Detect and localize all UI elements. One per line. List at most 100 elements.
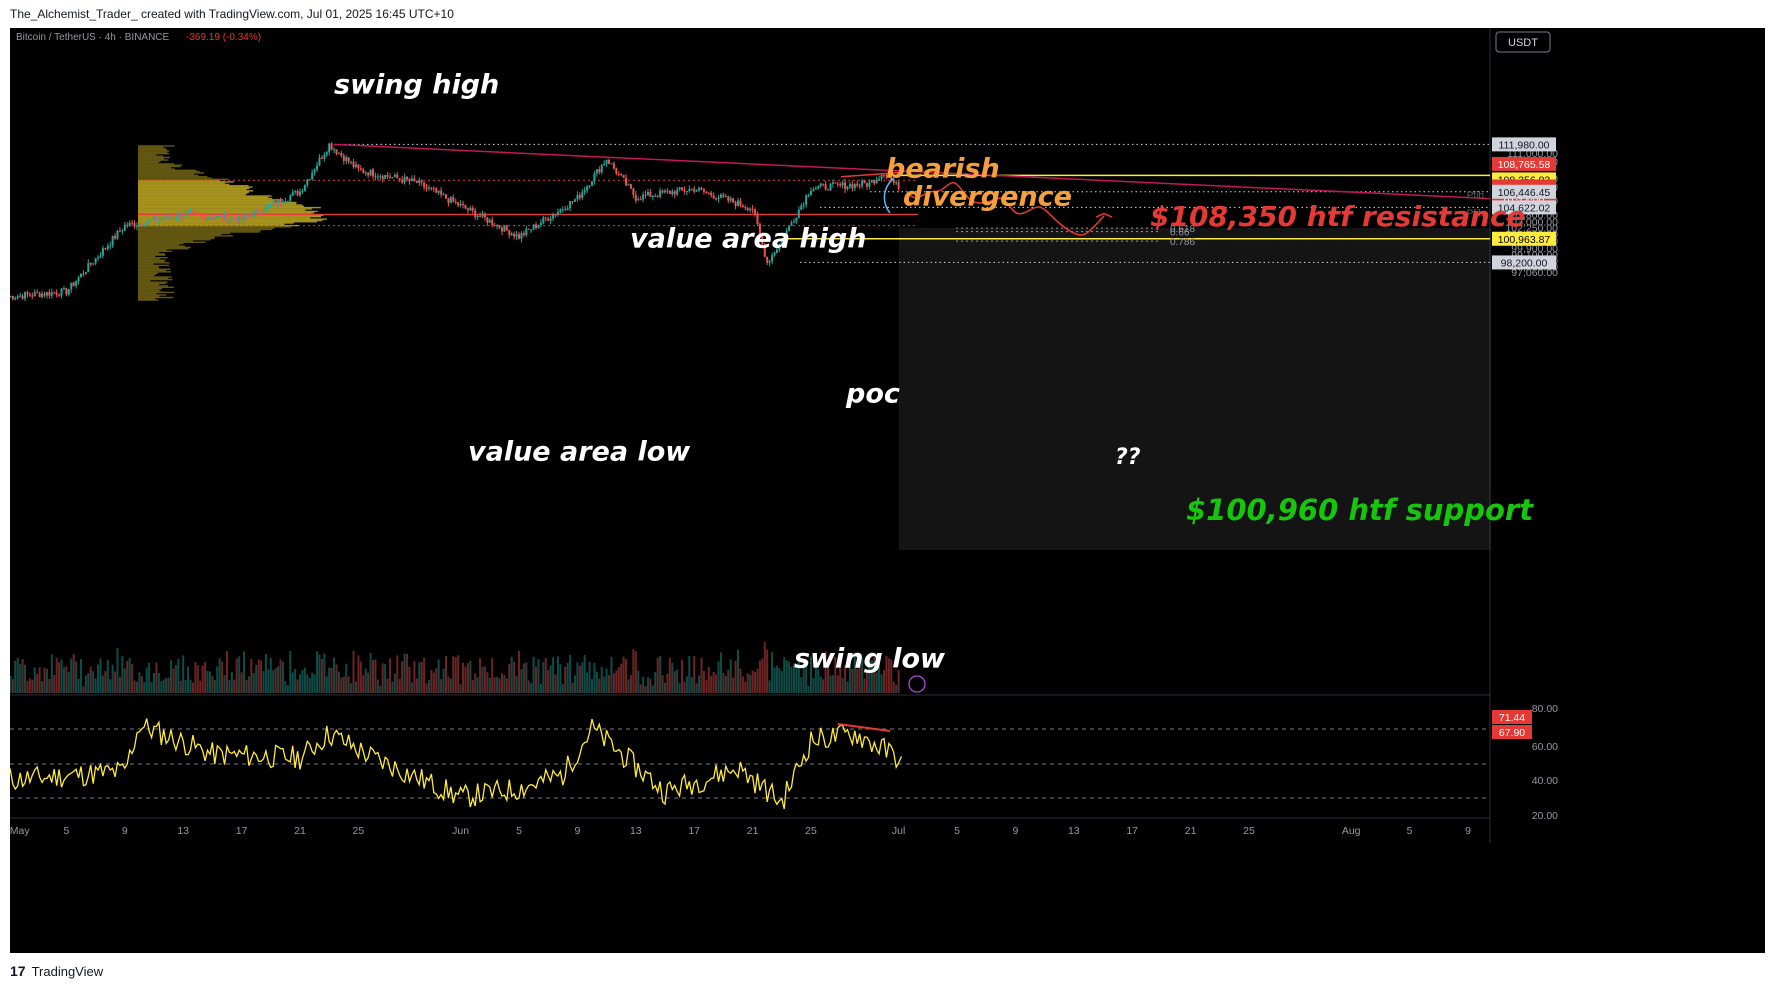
tradingview-logo[interactable]: 17 TradingView	[10, 963, 103, 979]
volume-bar	[632, 649, 635, 693]
candle-body	[561, 209, 564, 211]
volume-bar	[802, 667, 805, 693]
time-tick-label: 17	[236, 825, 248, 837]
volume-bar	[634, 651, 637, 693]
candle-body	[880, 175, 883, 179]
candle-body	[155, 216, 158, 221]
volume-profile-bar	[138, 264, 169, 267]
volume-bar	[182, 655, 185, 693]
volume-bar	[223, 675, 226, 693]
volume-bar	[554, 674, 557, 693]
candle-body	[204, 215, 207, 221]
volume-bar	[41, 681, 44, 693]
volume-profile-bar	[138, 280, 151, 282]
annotation-label: swing high	[334, 70, 499, 101]
volume-bar	[367, 672, 370, 693]
volume-profile-bar	[138, 240, 193, 242]
volume-bar	[133, 680, 136, 693]
candle-body	[834, 182, 837, 184]
volume-bar	[160, 681, 163, 693]
time-tick-label: 17	[1126, 825, 1138, 837]
time-tick-label: 25	[353, 825, 365, 837]
volume-bar	[858, 666, 861, 693]
volume-bar	[556, 656, 559, 693]
volume-profile-bar	[138, 187, 250, 190]
candle-body	[279, 199, 282, 204]
volume-bar	[430, 669, 433, 693]
chart-panel[interactable]: USDT111,000.00110,000.00108,000.00107,00…	[7, 28, 1765, 953]
candle-body	[612, 163, 615, 169]
volume-bar	[646, 677, 649, 693]
candle-body	[873, 180, 876, 184]
candle-body	[123, 224, 126, 231]
volume-bar	[384, 664, 387, 693]
volume-bar	[16, 657, 19, 693]
candle-body	[844, 182, 847, 190]
volume-bar	[131, 664, 134, 693]
candle-body	[87, 263, 90, 273]
volume-profile-bar	[138, 145, 175, 147]
candle-body	[836, 183, 839, 185]
volume-profile-bar	[138, 294, 167, 296]
volume-bar	[617, 666, 620, 693]
volume-bar	[418, 662, 421, 693]
volume-bar	[664, 682, 666, 693]
candle-body	[143, 225, 146, 227]
candle-body	[707, 192, 710, 194]
candle-body	[800, 205, 803, 210]
volume-bar	[476, 677, 479, 693]
candle-body	[11, 295, 14, 300]
candle-body	[82, 273, 85, 275]
candle-body	[491, 219, 494, 226]
candle-body	[435, 188, 438, 193]
currency-button[interactable]	[1495, 31, 1551, 53]
candle-body	[216, 216, 219, 219]
volume-bar	[851, 668, 854, 693]
candle-body	[556, 211, 559, 215]
volume-bar	[9, 676, 12, 693]
price-chart[interactable]: USDT111,000.00110,000.00108,000.00107,00…	[7, 28, 1765, 953]
volume-bar	[269, 657, 272, 693]
annotation-label: $108,350 htf resistance	[1150, 200, 1526, 233]
volume-profile-bar	[138, 212, 314, 214]
volume-bar	[552, 657, 555, 693]
volume-bar	[527, 680, 530, 693]
volume-profile-bar	[138, 151, 168, 154]
candle-body	[121, 230, 124, 232]
volume-profile-bar	[138, 192, 248, 195]
volume-bar	[734, 660, 737, 693]
volume-bar	[518, 650, 520, 693]
candle-body	[539, 222, 542, 226]
volume-bar	[403, 653, 406, 693]
volume-bar	[162, 679, 165, 693]
candle-body	[717, 197, 720, 199]
candle-body	[732, 198, 735, 203]
price-label-tag	[1492, 255, 1556, 270]
candle-body	[681, 187, 684, 190]
candle-body	[500, 227, 503, 232]
candle-body	[401, 179, 404, 183]
candle-body	[432, 188, 435, 190]
volume-bar	[578, 665, 581, 693]
projected-arrow-icon	[1095, 212, 1113, 218]
volume-profile-bar	[138, 191, 250, 193]
candle-body	[430, 187, 433, 189]
candle-body	[588, 185, 591, 187]
volume-bar	[104, 671, 107, 693]
price-label-tag	[1492, 137, 1556, 152]
candle-body	[634, 194, 637, 201]
volume-bar	[695, 683, 698, 693]
candle-body	[537, 225, 540, 228]
divergence-arrow-icon	[883, 177, 895, 214]
candle-body	[376, 176, 379, 178]
candle-body	[895, 182, 898, 184]
volume-profile-bar	[138, 265, 159, 268]
candle-body	[479, 215, 482, 217]
candle-body	[296, 191, 299, 196]
candle-body	[549, 218, 552, 221]
candle-body	[80, 273, 82, 278]
volume-bar	[761, 658, 764, 693]
volume-profile-bar	[138, 245, 186, 247]
candle-body	[780, 239, 783, 244]
volume-bar	[325, 676, 328, 693]
